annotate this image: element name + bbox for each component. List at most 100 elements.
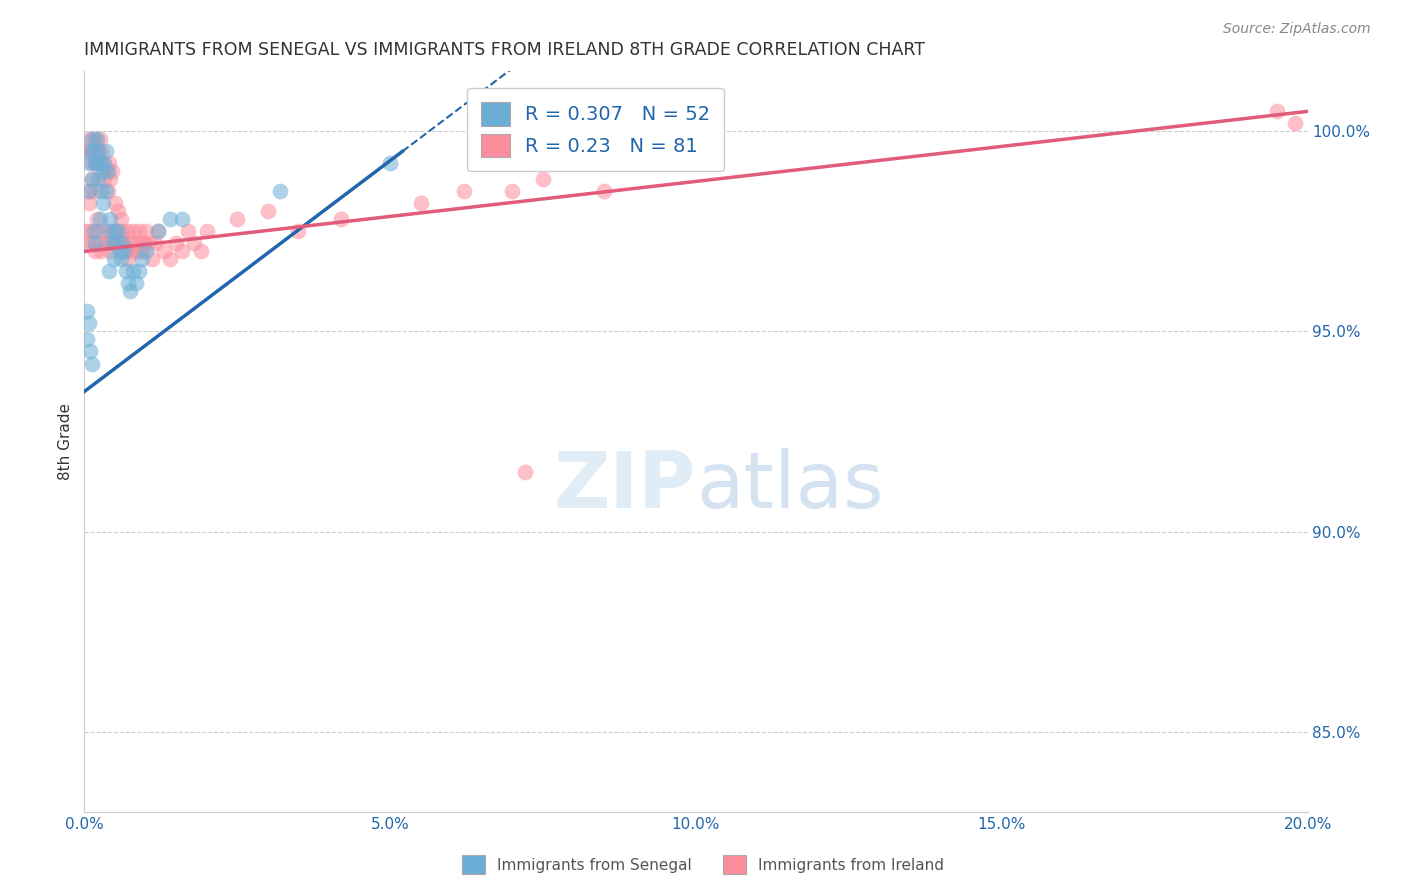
Point bbox=[120, 236, 142, 251]
Point bbox=[159, 212, 181, 227]
Point bbox=[172, 212, 194, 227]
Point bbox=[257, 204, 280, 219]
Point bbox=[79, 145, 101, 159]
Point bbox=[93, 156, 115, 170]
Point bbox=[86, 156, 108, 170]
Point bbox=[409, 196, 432, 211]
Point bbox=[143, 236, 166, 251]
Point bbox=[83, 224, 105, 238]
Y-axis label: 8th Grade: 8th Grade bbox=[58, 403, 73, 480]
Point bbox=[131, 244, 153, 259]
Point bbox=[115, 244, 138, 259]
Point bbox=[98, 244, 121, 259]
Point bbox=[91, 156, 114, 170]
Point bbox=[269, 185, 291, 199]
Point bbox=[195, 224, 218, 238]
Point bbox=[82, 236, 104, 251]
Point bbox=[226, 212, 249, 227]
Point bbox=[90, 185, 112, 199]
Point bbox=[97, 164, 120, 178]
Point bbox=[97, 185, 120, 199]
Point bbox=[94, 145, 117, 159]
Point bbox=[112, 236, 135, 251]
Point bbox=[107, 204, 129, 219]
Point bbox=[77, 196, 100, 211]
Point bbox=[103, 252, 125, 267]
Point bbox=[138, 236, 160, 251]
Point bbox=[330, 212, 353, 227]
Point bbox=[76, 333, 98, 347]
Point bbox=[89, 156, 111, 170]
Point bbox=[108, 244, 131, 259]
Point bbox=[101, 236, 124, 251]
Point bbox=[77, 156, 100, 170]
Point bbox=[172, 244, 194, 259]
Point bbox=[103, 236, 125, 251]
Point bbox=[531, 172, 554, 186]
Point bbox=[76, 236, 98, 251]
Point bbox=[83, 185, 105, 199]
Point bbox=[105, 224, 128, 238]
Text: Source: ZipAtlas.com: Source: ZipAtlas.com bbox=[1223, 22, 1371, 37]
Point bbox=[83, 145, 105, 159]
Point bbox=[83, 156, 105, 170]
Text: ZIP: ZIP bbox=[554, 448, 696, 524]
Point bbox=[380, 156, 402, 170]
Point bbox=[80, 156, 103, 170]
Point bbox=[1284, 116, 1306, 130]
Point bbox=[79, 145, 101, 159]
Point bbox=[128, 264, 150, 278]
Point bbox=[77, 132, 100, 146]
Point bbox=[84, 132, 107, 146]
Point bbox=[77, 185, 100, 199]
Point bbox=[86, 132, 108, 146]
Point bbox=[131, 252, 153, 267]
Point bbox=[87, 224, 110, 238]
Point bbox=[89, 132, 111, 146]
Point bbox=[127, 244, 149, 259]
Text: atlas: atlas bbox=[696, 448, 883, 524]
Point bbox=[183, 236, 205, 251]
Point bbox=[89, 236, 111, 251]
Point bbox=[104, 196, 127, 211]
Point bbox=[112, 244, 135, 259]
Point bbox=[77, 317, 100, 331]
Point bbox=[105, 236, 128, 251]
Point bbox=[84, 236, 107, 251]
Point bbox=[121, 244, 143, 259]
Point bbox=[122, 264, 145, 278]
Point bbox=[453, 185, 475, 199]
Point bbox=[104, 224, 127, 238]
Point bbox=[94, 164, 117, 178]
Point bbox=[111, 224, 134, 238]
Point bbox=[502, 185, 524, 199]
Point bbox=[83, 156, 105, 170]
Point bbox=[115, 224, 138, 238]
Point bbox=[593, 185, 616, 199]
Point bbox=[190, 244, 212, 259]
Point bbox=[80, 172, 103, 186]
Point bbox=[1265, 104, 1288, 119]
Point bbox=[94, 185, 117, 199]
Point bbox=[125, 277, 148, 291]
Point bbox=[93, 172, 115, 186]
Point bbox=[134, 236, 156, 251]
Point bbox=[110, 252, 132, 267]
Point bbox=[97, 224, 120, 238]
Point bbox=[79, 344, 101, 359]
Point bbox=[110, 212, 132, 227]
Point bbox=[90, 145, 112, 159]
Point bbox=[135, 244, 157, 259]
Point bbox=[87, 145, 110, 159]
Point bbox=[117, 252, 139, 267]
Point bbox=[75, 224, 97, 238]
Point bbox=[128, 224, 150, 238]
Point bbox=[117, 277, 139, 291]
Point bbox=[115, 264, 138, 278]
Text: IMMIGRANTS FROM SENEGAL VS IMMIGRANTS FROM IRELAND 8TH GRADE CORRELATION CHART: IMMIGRANTS FROM SENEGAL VS IMMIGRANTS FR… bbox=[84, 41, 925, 59]
Point bbox=[287, 224, 309, 238]
Legend: Immigrants from Senegal, Immigrants from Ireland: Immigrants from Senegal, Immigrants from… bbox=[456, 849, 950, 880]
Point bbox=[153, 244, 176, 259]
Point bbox=[79, 224, 101, 238]
Point bbox=[146, 224, 169, 238]
